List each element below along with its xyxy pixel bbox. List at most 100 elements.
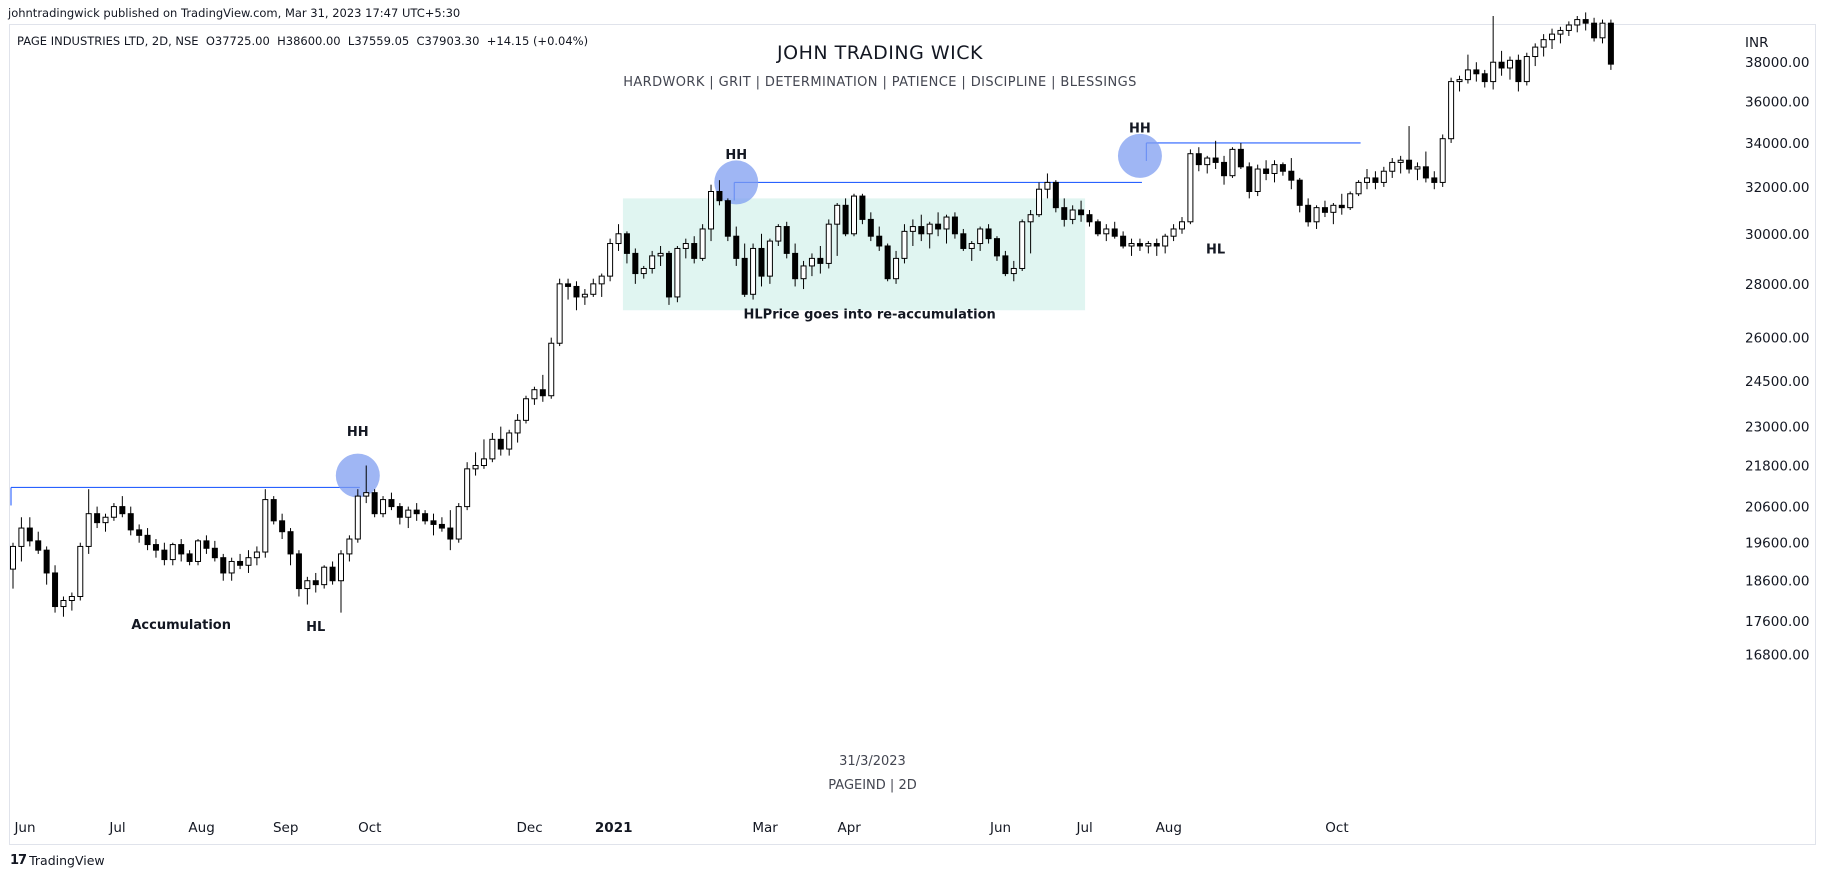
candle[interactable] [615, 224, 622, 251]
candle[interactable] [1002, 250, 1009, 277]
candle[interactable] [607, 238, 614, 282]
candle[interactable] [1145, 241, 1152, 254]
candle[interactable] [1498, 50, 1505, 76]
candle[interactable] [1372, 171, 1379, 190]
candle[interactable] [741, 243, 748, 297]
candle[interactable] [405, 506, 412, 529]
candle[interactable] [472, 452, 479, 476]
candle[interactable] [329, 561, 336, 585]
candle[interactable] [26, 517, 33, 547]
candle[interactable] [1296, 177, 1303, 213]
candle[interactable] [85, 489, 92, 554]
candle[interactable] [1170, 224, 1177, 242]
candle[interactable] [1086, 209, 1093, 227]
candle[interactable] [1128, 238, 1135, 256]
candle[interactable] [195, 539, 202, 566]
candle[interactable] [1221, 155, 1228, 185]
candle[interactable] [1229, 147, 1236, 178]
candle[interactable] [573, 281, 580, 311]
candle[interactable] [1397, 155, 1404, 174]
candle[interactable] [960, 228, 967, 251]
candle[interactable] [901, 224, 908, 264]
candle[interactable] [581, 289, 588, 305]
candle[interactable] [884, 243, 891, 282]
candle[interactable] [1010, 260, 1017, 282]
candle[interactable] [497, 426, 504, 456]
candle[interactable] [691, 236, 698, 264]
candle[interactable] [1481, 69, 1488, 88]
candle[interactable] [43, 546, 50, 585]
candle[interactable] [1330, 202, 1337, 225]
candle[interactable] [1103, 224, 1110, 242]
candle[interactable] [363, 465, 370, 504]
candle[interactable] [1204, 155, 1211, 174]
candle[interactable] [1195, 147, 1202, 172]
candle[interactable] [640, 265, 647, 279]
candle[interactable] [52, 565, 59, 613]
candle[interactable] [993, 236, 1000, 261]
candle[interactable] [1515, 54, 1522, 92]
candle[interactable] [565, 278, 572, 300]
candle[interactable] [943, 214, 950, 244]
candle[interactable] [1019, 219, 1026, 272]
candle[interactable] [10, 542, 16, 589]
candle[interactable] [817, 245, 824, 274]
candle[interactable] [834, 202, 841, 256]
candle[interactable] [556, 278, 563, 347]
candle[interactable] [413, 503, 420, 521]
candle[interactable] [203, 535, 210, 554]
candle[interactable] [1120, 231, 1127, 249]
candle[interactable] [1557, 26, 1564, 44]
candle[interactable] [18, 517, 25, 562]
candle[interactable] [1036, 182, 1043, 218]
candle[interactable] [926, 221, 933, 249]
candle[interactable] [388, 492, 395, 511]
candle[interactable] [1111, 221, 1118, 239]
candle[interactable] [119, 496, 126, 518]
candle[interactable] [1027, 209, 1034, 254]
candle[interactable] [1456, 75, 1463, 92]
candle[interactable] [1263, 160, 1270, 181]
candle[interactable] [800, 260, 807, 290]
candle[interactable] [985, 224, 992, 244]
candle[interactable] [623, 231, 630, 264]
candle[interactable] [716, 180, 723, 206]
candle[interactable] [127, 506, 134, 536]
candle[interactable] [430, 513, 437, 536]
candle[interactable] [859, 193, 866, 225]
candle[interactable] [548, 337, 555, 399]
candle[interactable] [1473, 62, 1480, 82]
candle[interactable] [649, 250, 656, 274]
candle[interactable] [792, 243, 799, 287]
candle[interactable] [632, 248, 639, 284]
candle[interactable] [1490, 15, 1497, 90]
candle[interactable] [396, 503, 403, 525]
candle[interactable] [1582, 12, 1589, 31]
candle[interactable] [657, 245, 664, 266]
candle[interactable] [1153, 238, 1160, 256]
candle[interactable] [1338, 193, 1345, 215]
candle[interactable] [1313, 205, 1320, 229]
candle[interactable] [598, 273, 605, 297]
candle[interactable] [136, 524, 143, 543]
candle[interactable] [1574, 15, 1581, 33]
candle[interactable] [1464, 54, 1471, 84]
candle[interactable] [1044, 173, 1051, 199]
candle[interactable] [1607, 19, 1614, 70]
candle[interactable] [1052, 180, 1059, 213]
candle[interactable] [94, 506, 101, 529]
candle[interactable] [851, 193, 857, 237]
candle[interactable] [337, 550, 344, 613]
candle[interactable] [1246, 162, 1253, 199]
candle[interactable] [1187, 149, 1194, 225]
candle[interactable] [842, 198, 849, 237]
candle[interactable] [1591, 17, 1598, 42]
candle[interactable] [750, 243, 757, 300]
candle[interactable] [321, 565, 328, 589]
candle[interactable] [1136, 238, 1143, 251]
candle[interactable] [733, 226, 740, 266]
candle[interactable] [758, 233, 765, 287]
candle[interactable] [152, 539, 159, 558]
candle[interactable] [110, 503, 117, 521]
candle[interactable] [312, 572, 319, 593]
